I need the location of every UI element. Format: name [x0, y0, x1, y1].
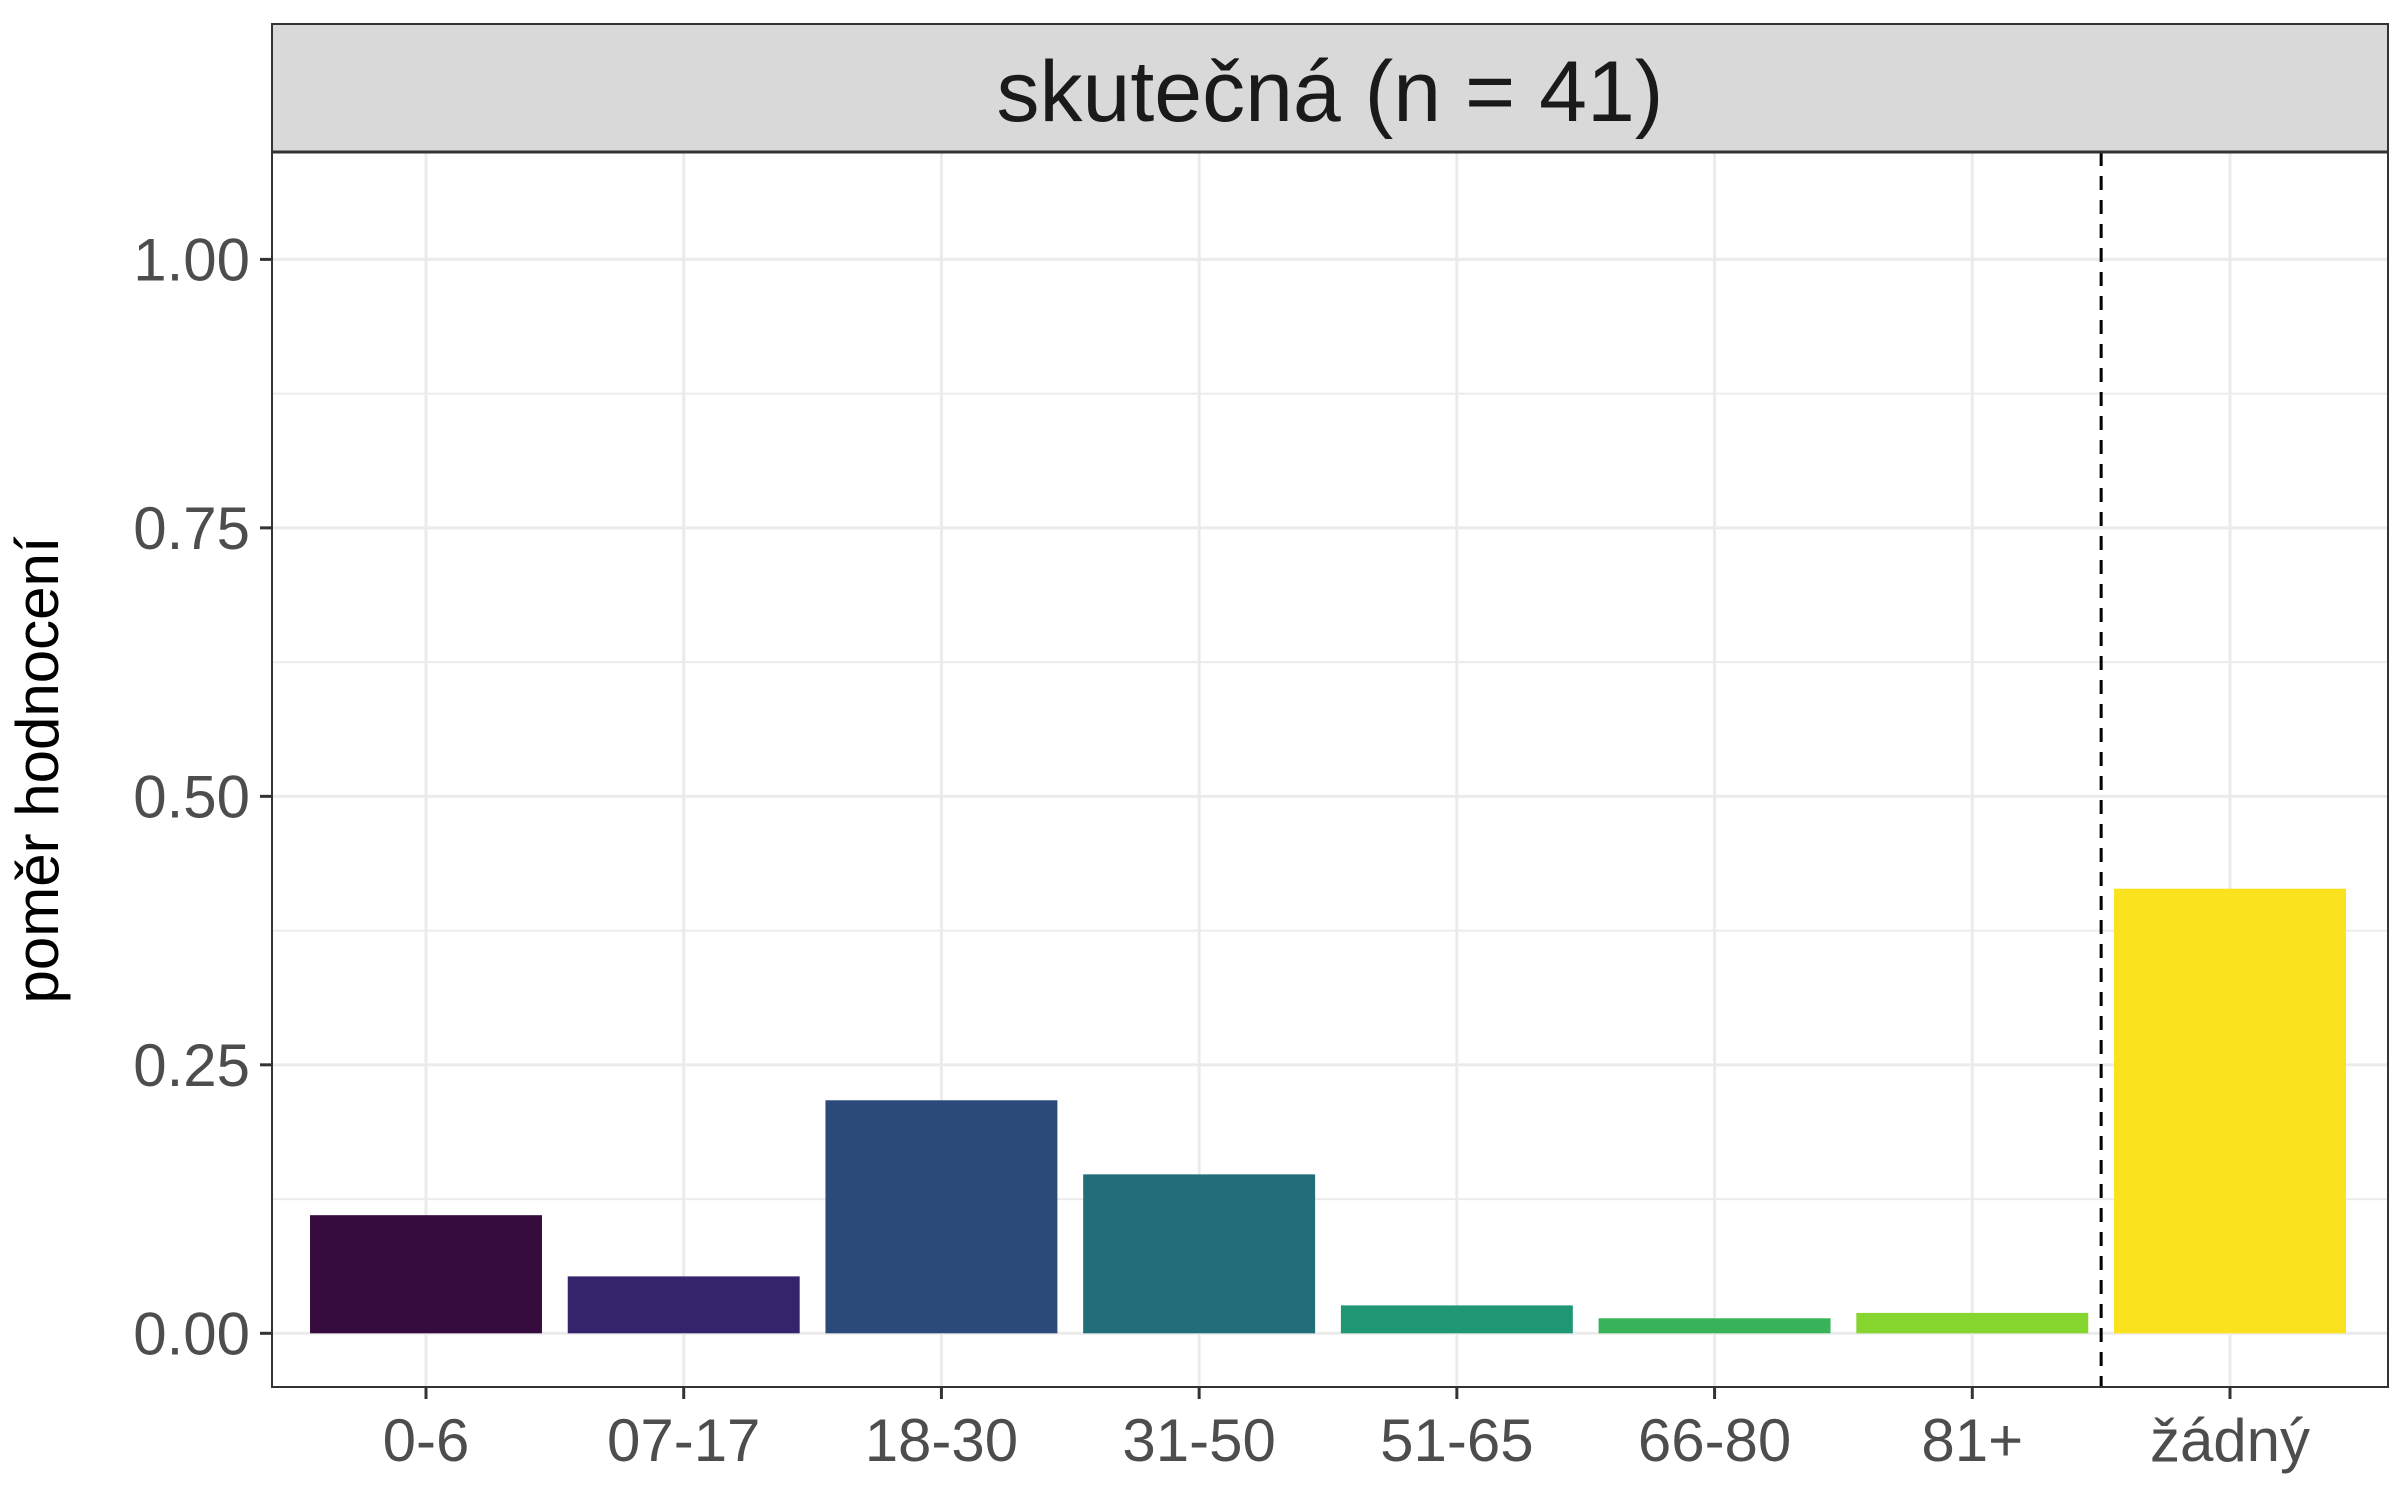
y-tick-label: 1.00 — [133, 226, 250, 293]
x-tick-label: 31-50 — [1122, 1407, 1275, 1474]
bar-4 — [1083, 1174, 1316, 1334]
y-tick-label: 0.75 — [133, 495, 250, 562]
minor-gridlines — [272, 392, 2388, 1201]
x-tick-label: 0-6 — [383, 1407, 470, 1474]
y-tick-label: 0.00 — [133, 1300, 250, 1367]
bar-3 — [825, 1100, 1058, 1334]
x-tick-label: 18-30 — [865, 1407, 1018, 1474]
bars — [310, 888, 2346, 1334]
bar-7 — [1856, 1312, 2089, 1334]
x-tick-label: 51-65 — [1380, 1407, 1533, 1474]
x-tick-label: 07-17 — [607, 1407, 760, 1474]
x-tick-label: 66-80 — [1638, 1407, 1791, 1474]
bar-1 — [310, 1215, 542, 1334]
y-tick-label: 0.25 — [133, 1032, 250, 1099]
bar-2 — [567, 1276, 800, 1334]
facet-label: skutečná (n = 41) — [997, 44, 1664, 140]
plot-panel — [272, 152, 2388, 1387]
x-tick-label: žádný — [2150, 1407, 2310, 1474]
x-axis: 0-6 07-17 18-30 31-50 51-65 66-80 81+ žádný — [383, 1387, 2310, 1474]
bar-6 — [1598, 1318, 1831, 1334]
y-axis-title: poměr hodnocení — [4, 536, 71, 1003]
bar-5 — [1340, 1305, 1573, 1334]
y-tick-label: 0.50 — [133, 763, 250, 830]
x-tick-label: 81+ — [1921, 1407, 2023, 1474]
bar-8 — [2114, 888, 2346, 1334]
y-axis: 0.00 0.25 0.50 0.75 1.00 — [133, 226, 272, 1367]
facet-strip — [271, 23, 2389, 153]
